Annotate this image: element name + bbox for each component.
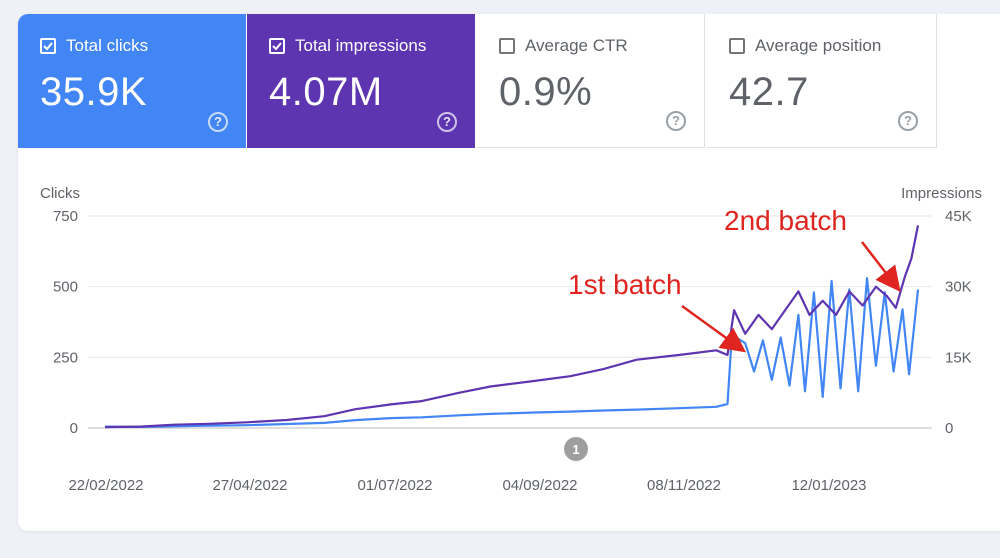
performance-card: Total clicks 35.9K ? Total impressions 4…	[18, 14, 1000, 531]
right-tick-label: 30K	[945, 279, 972, 296]
metric-average-ctr[interactable]: Average CTR 0.9% ?	[477, 14, 705, 148]
series-line-clicks	[104, 277, 920, 428]
annotation-marker	[564, 437, 588, 461]
left-tick-label: 500	[53, 279, 78, 296]
series-line-impressions	[104, 225, 920, 429]
annotation-arrow-first	[681, 304, 747, 353]
x-tick-label: 12/01/2023	[791, 477, 866, 494]
metric-label: Total impressions	[295, 36, 427, 55]
annotation-arrow-second	[861, 241, 901, 292]
metric-label: Total clicks	[66, 36, 149, 55]
metric-average-position[interactable]: Average position 42.7 ?	[707, 14, 937, 148]
annotation-first-batch: 1st batch	[568, 269, 682, 300]
metric-total-impressions[interactable]: Total impressions 4.07M ?	[247, 14, 475, 148]
help-icon[interactable]: ?	[666, 111, 686, 131]
right-tick-label: 45K	[945, 208, 972, 225]
metric-value: 42.7	[729, 70, 809, 114]
help-icon[interactable]: ?	[208, 112, 228, 132]
x-tick-label: 01/07/2022	[357, 477, 432, 494]
right-tick-label: 0	[945, 420, 953, 437]
metric-tiles: Total clicks 35.9K ? Total impressions 4…	[18, 14, 1000, 149]
x-tick-label: 08/11/2022	[647, 477, 721, 494]
checkbox-unchecked-icon[interactable]	[729, 38, 745, 54]
metric-label: Average CTR	[525, 36, 628, 55]
left-tick-label: 750	[53, 208, 78, 225]
checkbox-checked-icon[interactable]	[269, 38, 285, 54]
left-tick-label: 250	[53, 349, 78, 366]
checkbox-checked-icon[interactable]	[40, 38, 56, 54]
help-icon[interactable]: ?	[437, 112, 457, 132]
left-axis-title: Clicks	[40, 185, 80, 202]
right-axis-title: Impressions	[901, 185, 982, 202]
metric-value: 4.07M	[269, 70, 383, 114]
metric-value: 0.9%	[499, 70, 593, 114]
annotation-marker-label: 1	[572, 442, 579, 457]
left-tick-label: 0	[70, 420, 78, 437]
checkbox-unchecked-icon[interactable]	[499, 38, 515, 54]
metric-value: 35.9K	[40, 70, 148, 114]
x-tick-label: 22/02/2022	[68, 477, 143, 494]
help-icon[interactable]: ?	[898, 111, 918, 131]
metric-total-clicks[interactable]: Total clicks 35.9K ?	[18, 14, 246, 148]
metric-label: Average position	[755, 36, 882, 55]
x-tick-label: 04/09/2022	[502, 477, 577, 494]
annotation-second-batch: 2nd batch	[724, 205, 847, 236]
right-tick-label: 15K	[945, 349, 972, 366]
x-tick-label: 27/04/2022	[212, 477, 287, 494]
